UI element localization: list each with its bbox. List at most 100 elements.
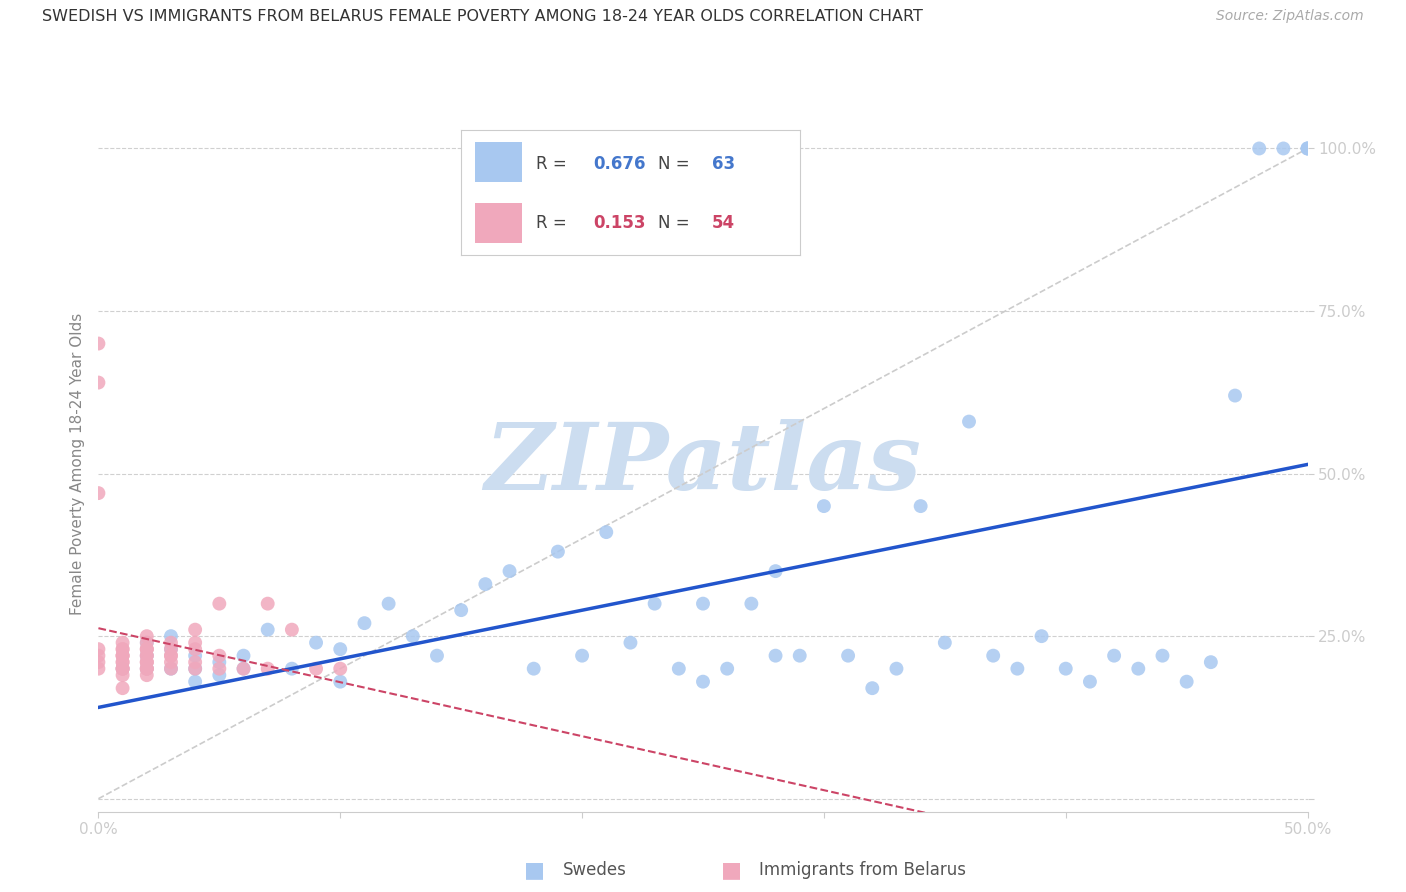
Text: ■: ■ [524, 860, 544, 880]
Point [595, 525, 617, 540]
Point [160, 629, 183, 643]
Point [135, 648, 157, 663]
Point [1054, 662, 1077, 676]
Point [692, 597, 714, 611]
Point [160, 648, 183, 663]
Point [87, 662, 110, 676]
Point [305, 635, 328, 649]
Point [789, 648, 811, 663]
Point [716, 662, 738, 676]
Point [135, 629, 157, 643]
Point [305, 662, 328, 676]
Point [353, 616, 375, 631]
Point [498, 564, 520, 578]
Point [87, 655, 110, 669]
Point [111, 648, 134, 663]
Point [184, 655, 207, 669]
Point [256, 623, 278, 637]
Point [1272, 141, 1295, 155]
Point [1199, 655, 1222, 669]
Point [135, 655, 157, 669]
Text: SWEDISH VS IMMIGRANTS FROM BELARUS FEMALE POVERTY AMONG 18-24 YEAR OLDS CORRELAT: SWEDISH VS IMMIGRANTS FROM BELARUS FEMAL… [42, 9, 924, 24]
Point [1078, 674, 1101, 689]
Point [111, 681, 134, 695]
Point [111, 662, 134, 676]
Point [619, 635, 641, 649]
Point [184, 662, 207, 676]
Point [160, 635, 183, 649]
Point [1223, 388, 1246, 402]
Point [232, 648, 254, 663]
Point [208, 597, 231, 611]
Point [329, 674, 352, 689]
Point [184, 674, 207, 689]
Point [957, 415, 980, 429]
Point [377, 597, 399, 611]
Point [1152, 648, 1174, 663]
Point [160, 648, 183, 663]
Point [160, 655, 183, 669]
Point [910, 499, 932, 513]
Point [813, 499, 835, 513]
Point [329, 662, 352, 676]
Point [135, 642, 157, 657]
Point [87, 336, 110, 351]
Point [135, 648, 157, 663]
Point [523, 662, 546, 676]
Point [135, 662, 157, 676]
Point [111, 668, 134, 682]
Point [474, 577, 496, 591]
Point [111, 642, 134, 657]
Point [184, 648, 207, 663]
Point [87, 642, 110, 657]
Point [1296, 141, 1319, 155]
Text: Swedes: Swedes [562, 861, 626, 879]
Point [135, 642, 157, 657]
Point [135, 662, 157, 676]
Point [1249, 141, 1271, 155]
Point [160, 642, 183, 657]
Point [1296, 141, 1319, 155]
Point [135, 655, 157, 669]
Point [765, 648, 787, 663]
Point [135, 648, 157, 663]
Point [208, 668, 231, 682]
Point [1007, 662, 1029, 676]
Text: ZIPatlas: ZIPatlas [485, 419, 921, 508]
Point [402, 629, 425, 643]
Point [692, 674, 714, 689]
Point [644, 597, 666, 611]
Point [281, 623, 304, 637]
Point [668, 662, 690, 676]
Point [111, 655, 134, 669]
Point [184, 623, 207, 637]
Point [135, 635, 157, 649]
Point [765, 564, 787, 578]
Point [184, 635, 207, 649]
Point [111, 662, 134, 676]
Point [111, 642, 134, 657]
Point [111, 635, 134, 649]
Point [87, 376, 110, 390]
Point [256, 662, 278, 676]
Point [571, 648, 593, 663]
Point [256, 597, 278, 611]
Point [329, 642, 352, 657]
Point [208, 662, 231, 676]
Point [87, 648, 110, 663]
Point [135, 668, 157, 682]
Point [934, 635, 956, 649]
Point [111, 648, 134, 663]
Point [184, 662, 207, 676]
Point [837, 648, 859, 663]
Point [1128, 662, 1150, 676]
Point [281, 662, 304, 676]
Point [135, 635, 157, 649]
Point [111, 655, 134, 669]
Text: ■: ■ [721, 860, 741, 880]
Point [450, 603, 472, 617]
Point [1296, 141, 1319, 155]
Point [208, 648, 231, 663]
Text: Source: ZipAtlas.com: Source: ZipAtlas.com [1216, 9, 1364, 23]
Point [426, 648, 449, 663]
